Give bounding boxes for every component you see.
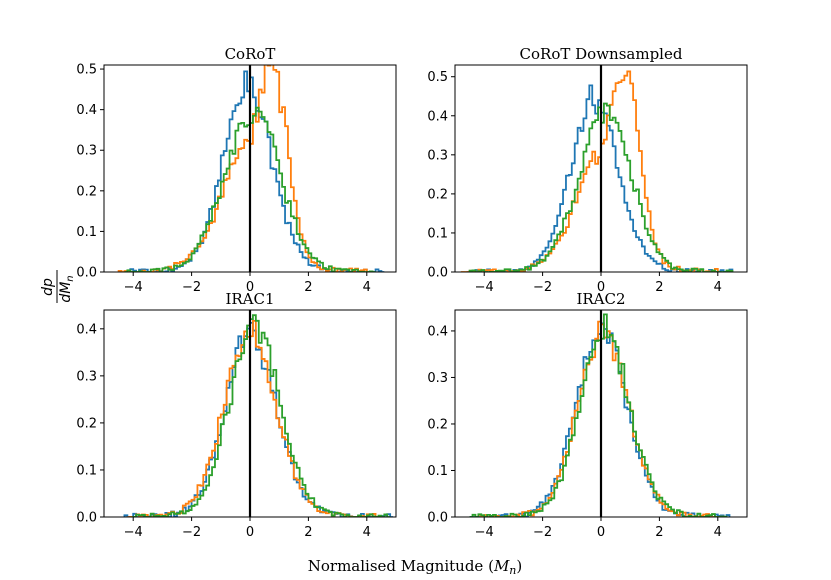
y-tick-label: 0.5 [427,70,448,85]
x-tick-label: 4 [714,525,722,540]
y-tick-label: 0.0 [76,511,97,526]
x-tick-label: 4 [363,280,371,295]
y-axis-label: dp dMn [40,270,76,303]
x-axis-label-close: ) [516,557,522,575]
y-tick-label: 0.1 [76,463,97,478]
histogram-series1 [466,84,734,272]
x-axis-label-text: Normalised Magnitude ( [308,557,494,575]
panel-title: IRAC1 [225,290,274,308]
x-tick-label: 2 [655,525,663,540]
panel-3: −4 −2 0 2 4 0.0 0.1 0.2 0.3 0.4 IRAC1 [76,290,397,540]
x-tick-label: −4 [124,280,143,295]
series-group [460,70,734,272]
y-tick-label: 0.2 [76,416,97,431]
x-axis-label-symbol: M [493,557,510,575]
x-tick-label: 4 [714,280,722,295]
x-tick-label: 2 [655,280,663,295]
y-tick-label: 0.1 [427,226,448,241]
histogram-series2 [117,65,368,272]
x-tick-label: 2 [304,525,312,540]
histogram-series1 [124,70,385,272]
panel-title: CoRoT Downsampled [520,45,683,63]
histogram-series2 [477,320,725,517]
panel-4: −4 −2 0 2 4 0.0 0.1 0.2 0.3 0.4 IRAC2 [427,290,748,540]
y-axis-label-denominator: dMn [58,275,76,302]
series-group [123,314,394,517]
y-tick-label: 0.0 [76,266,97,281]
y-axis-label-den-main: dM [58,282,74,303]
x-tick-label: 4 [363,525,371,540]
y-tick-label: 0.4 [76,103,97,118]
histogram-series2 [460,70,719,272]
y-tick-label: 0.2 [427,187,448,202]
x-tick-label: −2 [533,525,552,540]
x-tick-label: −2 [182,525,201,540]
y-tick-label: 0.1 [76,225,97,240]
x-tick-label: −2 [533,280,552,295]
x-tick-label: −4 [475,280,494,295]
series-group [469,313,731,517]
y-tick-label: 0.3 [76,369,97,384]
histogram-series3 [469,313,728,517]
y-tick-label: 0.2 [76,184,97,199]
x-axis-label-sub: n [509,564,516,577]
x-axis-label: Normalised Magnitude (Mn) [308,557,523,577]
y-tick-label: 0.1 [427,464,448,479]
histogram-series1 [469,322,731,517]
y-tick-label: 0.3 [427,148,448,163]
y-axis-label-den-sub: n [65,275,76,281]
x-tick-label: 0 [246,525,254,540]
x-tick-label: 0 [246,280,254,295]
histogram-series1 [123,321,394,517]
panels-group: −4 −2 0 2 4 0.0 0.1 0.2 0.3 0.4 0.5 CoRoT −4 −2 0 2 4 0.0… [76,45,748,540]
y-tick-label: 0.5 [76,63,97,78]
x-tick-label: 0 [597,525,605,540]
panel-title: IRAC2 [576,290,625,308]
y-axis-label-numerator: dp [40,278,56,296]
panel-title: CoRoT [225,45,276,63]
y-tick-label: 0.4 [76,322,97,337]
x-tick-label: 0 [597,280,605,295]
y-tick-label: 0.3 [427,371,448,386]
histogram-series2 [127,320,382,517]
x-tick-label: −2 [182,280,201,295]
y-tick-label: 0.4 [427,109,448,124]
panel-1: −4 −2 0 2 4 0.0 0.1 0.2 0.3 0.4 0.5 CoRoT [76,45,397,295]
y-tick-label: 0.4 [427,324,448,339]
y-tick-label: 0.3 [76,144,97,159]
y-tick-label: 0.2 [427,417,448,432]
x-tick-label: −4 [475,525,494,540]
y-tick-label: 0.0 [427,511,448,526]
x-tick-label: 2 [304,280,312,295]
series-group [117,65,385,272]
x-tick-label: −4 [124,525,143,540]
y-tick-label: 0.0 [427,266,448,281]
panel-2: −4 −2 0 2 4 0.0 0.1 0.2 0.3 0.4 0.5 CoRoT Downsampl… [427,45,748,295]
histogram-series3 [132,314,391,517]
